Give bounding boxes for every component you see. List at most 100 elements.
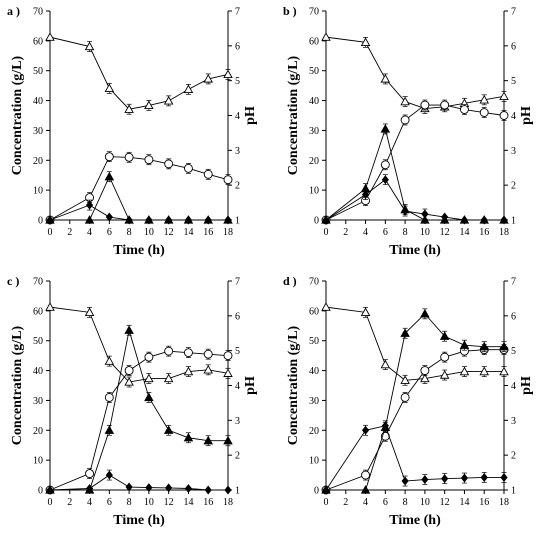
y-right-tick-label: 3 [511,146,516,157]
x-tick-label: 6 [383,227,388,238]
y-right-tick-label: 7 [235,277,240,288]
data-point [439,370,450,379]
panel-label: a ) [7,4,20,18]
y-left-tick-label: 10 [309,456,319,467]
x-tick-label: 0 [324,497,329,508]
y-right-tick-label: 3 [235,146,240,157]
data-point [203,73,213,83]
y-right-tick-label: 2 [511,451,516,462]
data-point [203,364,213,374]
y-right-tick-label: 5 [235,346,240,357]
x-tick-label: 16 [203,227,213,238]
x-tick-label: 18 [499,497,509,508]
series-line [325,36,505,109]
panel-label: d ) [283,274,297,288]
y-left-tick-label: 70 [309,7,319,18]
data-point [163,95,174,105]
data-point [163,373,174,383]
data-point [104,83,115,92]
data-point [183,348,193,358]
data-point [401,206,409,216]
y-right-tick-label: 5 [511,76,516,87]
data-point [46,485,54,495]
data-point [223,435,233,445]
data-point [125,482,133,492]
data-point [124,104,134,113]
y-right-tick-label: 5 [511,346,516,357]
y-left-tick-label: 30 [33,126,43,137]
x-tick-label: 10 [420,227,430,238]
x-tick-label: 4 [87,497,92,508]
data-point [124,152,134,162]
data-point [85,200,94,210]
data-point [400,115,410,125]
x-tick-label: 2 [343,227,348,238]
x-tick-label: 12 [164,497,174,508]
y-left-axis-label: Concentration (g/L) [286,325,301,445]
data-point [401,476,409,486]
series-open-triangle [321,32,509,114]
y-left-tick-label: 0 [314,486,319,497]
y-left-tick-label: 60 [309,306,319,317]
y-left-tick-label: 30 [33,396,43,407]
data-point [400,328,410,337]
data-point [144,392,154,402]
data-point [184,484,193,493]
data-point [400,96,410,106]
data-point [104,171,115,181]
series-line [50,175,228,221]
y-right-tick-label: 2 [235,451,240,462]
y-left-tick-label: 0 [314,216,319,227]
data-point [124,325,134,334]
x-tick-label: 10 [144,227,154,238]
data-point [165,483,173,493]
data-point [421,475,429,485]
series-line [325,349,504,491]
data-point [420,100,430,110]
data-point [223,69,233,79]
x-tick-label: 12 [164,227,174,238]
series-open-triangle [45,32,233,115]
data-point [165,215,173,225]
x-tick-label: 0 [48,227,53,238]
y-right-tick-label: 1 [235,216,240,227]
data-point [203,349,213,359]
y-right-tick-label: 3 [235,416,240,427]
x-tick-label: 2 [67,227,72,238]
data-point [361,425,370,435]
data-point [479,366,489,376]
data-point [104,392,114,402]
data-point [480,472,488,482]
x-tick-label: 0 [324,227,329,238]
x-tick-label: 6 [383,497,388,508]
data-point [105,470,113,480]
y-right-tick-label: 7 [511,7,516,18]
y-left-tick-label: 40 [33,96,43,107]
data-point [360,37,371,46]
x-tick-label: 8 [403,227,408,238]
data-point [321,32,331,41]
data-point [104,356,115,365]
data-point [224,485,232,495]
x-tick-label: 14 [183,227,193,238]
y-left-tick-label: 10 [33,186,43,197]
data-point [45,302,55,311]
x-tick-label: 16 [479,227,489,238]
x-tick-label: 18 [499,227,509,238]
y-left-axis-label: Concentration (g/L) [10,325,25,445]
data-point [459,105,469,114]
y-left-tick-label: 30 [309,396,319,407]
data-point [420,308,430,318]
x-tick-label: 6 [107,227,112,238]
data-point [441,474,449,484]
data-point [105,212,113,222]
data-point [85,484,94,493]
data-point [441,212,449,222]
data-point [380,359,391,369]
data-point [163,425,174,434]
x-axis-label: Time (h) [113,513,165,528]
data-point [380,124,391,133]
x-tick-label: 18 [223,497,233,508]
